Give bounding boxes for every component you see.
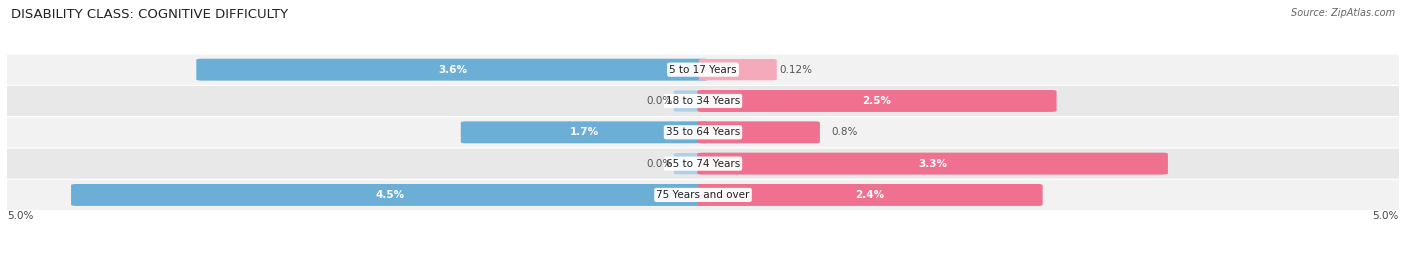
Text: 35 to 64 Years: 35 to 64 Years [666,127,740,137]
FancyBboxPatch shape [697,184,1043,206]
Text: 0.0%: 0.0% [647,158,672,169]
Text: 0.12%: 0.12% [779,65,813,75]
Text: 4.5%: 4.5% [375,190,405,200]
FancyBboxPatch shape [697,121,820,143]
Text: 0.8%: 0.8% [831,127,858,137]
Text: Source: ZipAtlas.com: Source: ZipAtlas.com [1291,8,1395,18]
FancyBboxPatch shape [1,117,1405,147]
Text: 2.4%: 2.4% [855,190,884,200]
FancyBboxPatch shape [1,148,1405,179]
Text: 18 to 34 Years: 18 to 34 Years [666,96,740,106]
FancyBboxPatch shape [197,59,709,81]
FancyBboxPatch shape [72,184,709,206]
Text: 65 to 74 Years: 65 to 74 Years [666,158,740,169]
Text: 2.5%: 2.5% [862,96,891,106]
Text: 75 Years and over: 75 Years and over [657,190,749,200]
FancyBboxPatch shape [699,59,776,80]
Text: 5 to 17 Years: 5 to 17 Years [669,65,737,75]
FancyBboxPatch shape [673,153,707,174]
Text: 5.0%: 5.0% [7,211,34,221]
FancyBboxPatch shape [1,55,1405,85]
Text: 5.0%: 5.0% [1372,211,1399,221]
Text: 1.7%: 1.7% [569,127,599,137]
Text: 3.3%: 3.3% [918,158,948,169]
FancyBboxPatch shape [1,86,1405,116]
Text: 0.0%: 0.0% [647,96,672,106]
Text: DISABILITY CLASS: COGNITIVE DIFFICULTY: DISABILITY CLASS: COGNITIVE DIFFICULTY [11,8,288,21]
FancyBboxPatch shape [461,121,709,143]
FancyBboxPatch shape [673,90,707,112]
Text: 3.6%: 3.6% [437,65,467,75]
FancyBboxPatch shape [1,180,1405,210]
FancyBboxPatch shape [697,153,1168,175]
FancyBboxPatch shape [697,90,1056,112]
